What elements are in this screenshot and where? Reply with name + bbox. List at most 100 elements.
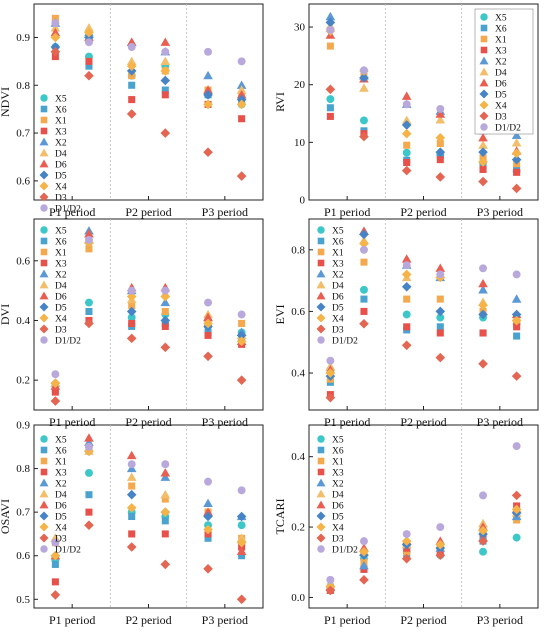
data-point-d3 [160, 128, 171, 138]
data-point-x2 [203, 498, 213, 508]
legend-label: D5 [332, 513, 344, 523]
legend-marker [40, 457, 48, 465]
data-point-x6 [85, 307, 93, 316]
y-tick-label: 0.5 [16, 594, 30, 606]
data-point-x5 [326, 95, 335, 104]
data-point-d5 [236, 511, 247, 522]
legend-label: X3 [332, 260, 344, 270]
data-point-d3 [478, 536, 488, 546]
y-tick-label: 0.0 [291, 592, 305, 604]
data-point-x4 [236, 99, 247, 110]
legend-label: D5 [55, 513, 67, 523]
legend-label: D6 [332, 293, 344, 303]
legend-marker [316, 324, 326, 334]
legend-label: X1 [55, 117, 67, 127]
data-point-d4 [84, 23, 94, 32]
data-point-x4 [160, 66, 171, 76]
data-point-x2 [236, 80, 247, 89]
data-point-d1-d2 [204, 298, 213, 307]
legend-marker [316, 269, 326, 278]
legend-label: X1 [495, 36, 507, 46]
data-point-d5 [435, 306, 446, 317]
legend-marker [317, 259, 325, 267]
legend-label: X6 [55, 238, 67, 248]
data-point-d6 [435, 109, 446, 118]
data-point-d5 [435, 147, 446, 157]
legend-marker [479, 89, 489, 99]
data-point-d1-d2 [512, 270, 521, 279]
legend-label: D1/D2 [332, 546, 358, 556]
x-tick-label: P2 period [125, 613, 171, 627]
y-tick-label: 0.6 [291, 306, 305, 318]
data-point-x3 [513, 168, 521, 176]
data-point-d6 [203, 312, 213, 322]
data-point-d1-d2 [84, 442, 93, 451]
legend-label: D6 [55, 502, 67, 512]
data-point-d5 [401, 281, 412, 292]
data-point-x5 [237, 521, 246, 530]
panel-evi: 0.4 0.6 0.8 EVI P1 period P2 period P3 period X… [273, 218, 539, 429]
legend-label: X5 [332, 436, 344, 446]
legend-marker [479, 100, 489, 110]
data-point-x4 [126, 291, 137, 302]
data-point-d6 [84, 229, 94, 238]
panel-osavi: 0.5 0.6 0.7 0.8 0.9 OSAVI P1 period P2 period P3… [0, 420, 264, 627]
y-tick-label: 0.2 [291, 522, 305, 534]
data-point-x1 [161, 307, 169, 316]
data-point-d4 [126, 472, 137, 481]
data-point-d6 [236, 546, 247, 555]
legend-marker [317, 468, 325, 476]
legend-marker [317, 435, 325, 443]
data-point-x2 [160, 472, 171, 481]
y-tick-label: 10 [294, 137, 306, 149]
data-point-x4 [50, 378, 61, 388]
legend-label: X2 [495, 58, 507, 68]
legend-marker [39, 511, 49, 521]
x-tick-label: P3 period [477, 415, 523, 429]
data-point-x4 [126, 502, 137, 513]
legend-label: X1 [332, 249, 344, 259]
legend-label: D3 [332, 326, 344, 336]
data-point-d3 [84, 318, 94, 329]
data-point-d1-d2 [436, 523, 445, 532]
data-point-x3 [513, 323, 521, 331]
data-point-x4 [478, 525, 488, 536]
y-tick-label: 0.7 [16, 507, 30, 519]
data-point-x4 [401, 128, 412, 139]
data-point-d6 [236, 90, 247, 99]
legend-marker [40, 336, 48, 344]
x-tick-label: P3 period [477, 205, 523, 219]
data-point-x3 [436, 156, 444, 164]
data-point-x3 [403, 323, 411, 331]
data-point-x2 [203, 70, 213, 80]
data-point-d5 [160, 75, 171, 86]
legend-marker [40, 446, 48, 454]
data-point-x4 [359, 546, 369, 557]
legend-label: D4 [495, 69, 507, 79]
data-point-d3 [84, 520, 94, 531]
legend-marker [316, 313, 326, 323]
data-point-d3 [203, 351, 213, 362]
data-point-d3 [126, 542, 137, 552]
data-point-x2 [325, 11, 336, 21]
y-axis-label: RVI [273, 92, 287, 112]
legend-marker [39, 137, 49, 146]
data-point-d5 [359, 229, 369, 240]
data-point-d3 [511, 183, 522, 194]
x-tick-label: P1 period [49, 613, 95, 627]
y-tick-label: 0.9 [16, 32, 30, 44]
data-point-d1-d2 [127, 43, 136, 51]
x-tick-label: P1 period [49, 205, 95, 219]
data-point-x3 [326, 112, 334, 120]
data-point-d5 [478, 309, 488, 320]
data-point-x4 [50, 32, 61, 43]
data-point-d6 [401, 254, 412, 263]
legend-label: D6 [332, 502, 344, 512]
legend-marker [39, 313, 49, 323]
y-tick-label: 0.4 [291, 451, 305, 463]
data-point-x5 [127, 313, 136, 322]
data-point-x1 [326, 42, 334, 50]
data-point-d3 [401, 340, 412, 351]
legend-marker [317, 545, 325, 553]
legend-label: X5 [55, 227, 67, 237]
